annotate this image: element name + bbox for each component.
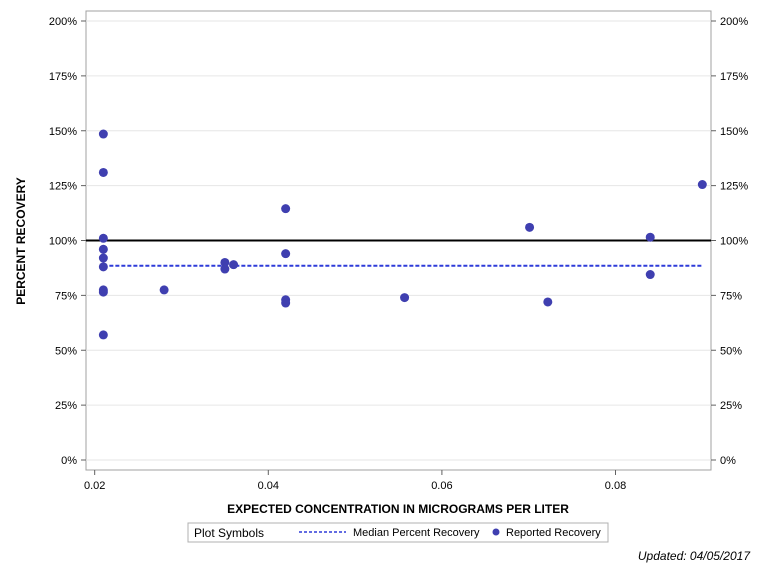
recovery-point xyxy=(98,167,108,177)
grid-layer xyxy=(86,20,711,461)
recovery-point xyxy=(98,244,108,254)
y-tick-label-left: 150% xyxy=(49,126,77,138)
y-tick-label-right: 175% xyxy=(720,71,748,83)
recovery-point xyxy=(281,298,291,308)
recovery-point xyxy=(543,297,553,307)
y-axis-title: PERCENT RECOVERY xyxy=(14,177,28,305)
y-tick-label-left: 200% xyxy=(49,16,77,28)
x-tick-label: 0.04 xyxy=(258,480,279,492)
y-tick-label-left: 175% xyxy=(49,71,77,83)
legend-title: Plot Symbols xyxy=(194,526,264,540)
tick-layer: 0% 0% 25% 25% 50% 50% 75% 75% 100% 100% 125% 125% 15… xyxy=(49,16,748,492)
recovery-point xyxy=(645,232,655,242)
legend-median-label: Median Percent Recovery xyxy=(353,527,480,539)
recovery-point xyxy=(525,222,535,232)
y-tick-label-left: 50% xyxy=(55,345,77,357)
y-tick-label-right: 125% xyxy=(720,181,748,193)
line-layer xyxy=(86,239,711,267)
recovery-point xyxy=(220,264,230,274)
x-tick-label: 0.06 xyxy=(431,480,452,492)
y-tick-label-right: 25% xyxy=(720,400,742,412)
y-tick-label-right: 50% xyxy=(720,345,742,357)
y-tick-label-left: 25% xyxy=(55,400,77,412)
recovery-point xyxy=(400,293,410,303)
recovery-point xyxy=(281,249,291,259)
point-layer xyxy=(98,129,707,340)
x-tick-label: 0.02 xyxy=(84,480,105,492)
recovery-point xyxy=(98,287,108,297)
y-tick-label-right: 150% xyxy=(720,126,748,138)
recovery-point xyxy=(229,260,239,270)
recovery-point xyxy=(98,253,108,263)
y-tick-label-left: 125% xyxy=(49,181,77,193)
y-tick-label-left: 100% xyxy=(49,236,77,248)
y-tick-label-right: 0% xyxy=(720,455,736,467)
recovery-point xyxy=(645,270,655,280)
recovery-point xyxy=(281,204,291,214)
legend-point-label: Reported Recovery xyxy=(506,527,601,539)
recovery-point xyxy=(98,129,108,139)
recovery-point xyxy=(220,257,230,267)
x-tick-label: 0.08 xyxy=(605,480,626,492)
updated-footnote: Updated: 04/05/2017 xyxy=(638,549,751,563)
legend: Plot Symbols Median Percent Recovery Rep… xyxy=(187,522,609,543)
recovery-point xyxy=(697,180,707,190)
y-tick-label-left: 75% xyxy=(55,290,77,302)
y-tick-label-right: 100% xyxy=(720,236,748,248)
recovery-point xyxy=(98,233,108,243)
legend-box xyxy=(187,522,609,543)
y-tick-label-left: 0% xyxy=(61,455,77,467)
recovery-point xyxy=(98,330,108,340)
y-tick-label-right: 200% xyxy=(720,16,748,28)
x-axis-title: EXPECTED CONCENTRATION IN MICROGRAMS PER… xyxy=(227,502,569,516)
recovery-point xyxy=(159,285,169,295)
legend-point-swatch xyxy=(492,528,500,536)
y-tick-label-right: 75% xyxy=(720,290,742,302)
recovery-point xyxy=(98,262,108,272)
